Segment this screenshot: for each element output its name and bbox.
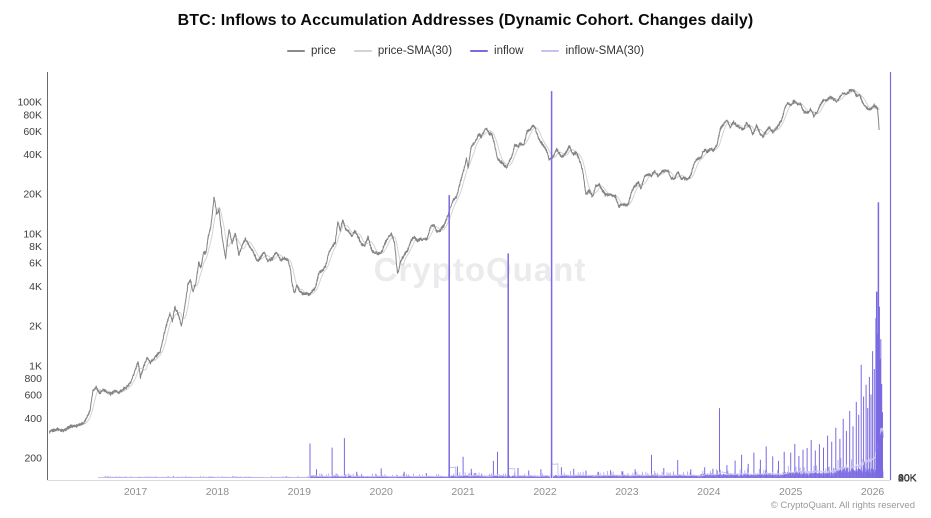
price-axis-tick-label: 200 — [24, 453, 42, 465]
price-axis-tick-label: 100K — [17, 97, 42, 109]
legend-swatch — [541, 49, 560, 53]
inflow-spikes — [309, 318, 883, 478]
price-axis-tick-label: 6K — [29, 258, 42, 270]
x-axis-tick-label: 2019 — [288, 486, 312, 498]
price-axis-tick-label: 4K — [29, 281, 42, 293]
inflow-sma-line — [98, 427, 885, 479]
legend-label: inflow-SMA(30) — [565, 45, 645, 57]
price-axis-tick-label: 20K — [23, 189, 42, 201]
inflow-major-spikes — [448, 91, 880, 478]
legend-item-inflow-sma-30-[interactable]: inflow-SMA(30) — [541, 45, 644, 57]
price-axis-tick-label: 400 — [24, 413, 42, 425]
x-axis-tick-label: 2022 — [533, 486, 557, 498]
chart-title: BTC: Inflows to Accumulation Addresses (… — [177, 12, 754, 29]
price-axis-tick-label: 40K — [23, 149, 42, 161]
legend-label: price-SMA(30) — [377, 45, 453, 57]
price-axis-tick-label: 10K — [23, 228, 42, 240]
x-axis-tick-label: 2017 — [124, 486, 148, 498]
legend-swatch — [353, 49, 372, 53]
legend-swatch — [470, 49, 489, 53]
x-axis-tick-label: 2020 — [370, 486, 394, 498]
legend: price price-SMA(30) inflow inflow-SMA(30) — [0, 45, 931, 57]
price-axis-tick-label: 600 — [24, 390, 42, 402]
price-line — [49, 88, 880, 434]
inflow-axis-tick-label: 80K — [898, 472, 917, 484]
cryptoquant-watermark: CryptoQuant — [373, 251, 587, 288]
x-axis-tick-label: 2018 — [206, 486, 230, 498]
x-axis-tick-label: 2025 — [779, 486, 803, 498]
x-axis-tick-label: 2026 — [861, 486, 885, 498]
price-axis-tick-label: 60K — [23, 126, 42, 138]
inflow-baseline-bars — [98, 458, 884, 478]
legend-label: inflow — [494, 45, 524, 57]
legend-item-price[interactable]: price — [286, 45, 336, 57]
x-axis-tick-label: 2023 — [615, 486, 639, 498]
price-axis-tick-label: 2K — [29, 321, 42, 333]
inflow-axis-tick-label: 40K — [898, 472, 917, 484]
inflow-axis-tick-label: 20K — [898, 472, 917, 484]
price-axis-tick-label: 80K — [23, 109, 42, 121]
copyright-note: © CryptoQuant. All rights reserved — [770, 500, 915, 511]
x-axis-tick-label: 2024 — [697, 486, 721, 498]
inflow-axis-tick-label: 60K — [898, 472, 917, 484]
legend-swatch — [286, 49, 305, 53]
price-axis-tick-label: 8K — [29, 241, 42, 253]
inflow-axis-tick-label: 0 — [898, 473, 904, 485]
legend-label: price — [310, 45, 336, 57]
x-axis-tick-label: 2021 — [451, 486, 475, 498]
legend-item-inflow[interactable]: inflow — [470, 45, 523, 57]
price-axis-tick-label: 800 — [24, 373, 42, 385]
legend-item-price-sma-30-[interactable]: price-SMA(30) — [353, 45, 453, 57]
price-sma-line — [49, 90, 880, 433]
price-axis-tick-label: 1K — [29, 360, 42, 372]
